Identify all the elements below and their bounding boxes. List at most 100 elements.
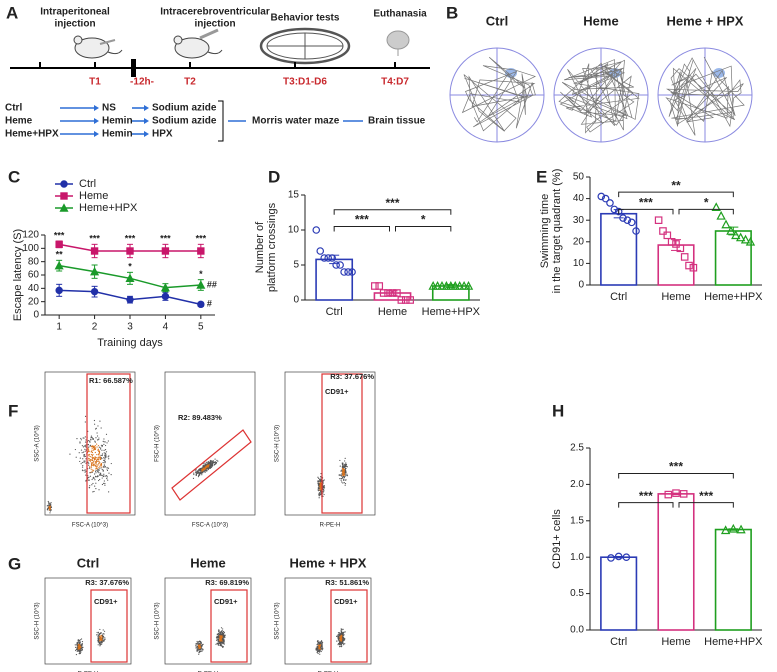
- event-dot: [77, 646, 79, 648]
- group-title: Ctrl: [486, 13, 508, 28]
- x-tick-label: Heme+HPX: [704, 291, 763, 303]
- event-dot: [79, 640, 81, 642]
- axis-label: SSC-H (10^3): [275, 602, 281, 639]
- y-tick-label: 15: [288, 190, 300, 201]
- event-dot: [345, 462, 347, 464]
- x-axis-label: Training days: [97, 337, 163, 349]
- marker: [197, 247, 205, 255]
- marker: [663, 231, 672, 240]
- event-dot: [320, 491, 322, 493]
- event-dot: [89, 472, 91, 474]
- event-dot: [102, 637, 104, 640]
- event-dot: [81, 452, 83, 454]
- event-dot: [79, 652, 81, 655]
- event-dot: [84, 415, 87, 417]
- event-dot: [94, 464, 97, 466]
- event-dot: [319, 653, 321, 655]
- x-tick-label: 2: [92, 322, 98, 333]
- event-dot: [323, 490, 325, 492]
- y-tick-label: 40: [573, 193, 585, 204]
- event-dot: [110, 474, 112, 476]
- axis-label: SSC-H (10^3): [35, 602, 41, 639]
- bracket: [218, 100, 224, 142]
- event-dot: [91, 451, 93, 453]
- bracket: [333, 226, 390, 232]
- event-dot: [103, 449, 105, 451]
- marker: [614, 207, 623, 216]
- event-dot: [339, 459, 341, 462]
- event-dot: [319, 648, 321, 650]
- event-dot: [92, 465, 95, 467]
- event-dot: [82, 446, 85, 448]
- event-dot: [318, 477, 320, 479]
- marker: [597, 192, 606, 201]
- bar: [600, 212, 638, 286]
- event-dot: [89, 456, 92, 458]
- event-dot: [209, 461, 211, 463]
- event-dot: [77, 639, 79, 641]
- event-dot: [198, 653, 200, 655]
- marker: [397, 296, 406, 304]
- marker: [728, 523, 739, 533]
- event-dot: [203, 466, 205, 468]
- panel-label: A: [6, 3, 18, 22]
- event-dot: [90, 438, 92, 440]
- event-dot: [91, 471, 93, 474]
- event-dot: [79, 649, 81, 651]
- event-dot: [104, 461, 106, 463]
- event-dot: [94, 457, 97, 459]
- event-dot: [341, 631, 343, 633]
- event-dot: [318, 480, 320, 482]
- marker: [627, 218, 636, 227]
- event-dot: [318, 641, 320, 644]
- x-tick-label: 5: [198, 322, 204, 333]
- event-dot: [78, 647, 80, 649]
- event-dot: [200, 644, 202, 647]
- event-dot: [102, 440, 104, 442]
- event-dot: [320, 490, 322, 492]
- event-dot: [110, 462, 112, 465]
- marker: [161, 292, 170, 301]
- event-dot: [321, 644, 323, 646]
- event-dot: [76, 438, 78, 440]
- marker: [375, 282, 384, 290]
- event-dot: [200, 643, 202, 645]
- event-dot: [343, 482, 345, 484]
- event-dot: [339, 643, 342, 645]
- event-dot: [100, 427, 102, 429]
- plot-frame: [284, 371, 376, 516]
- event-dot: [209, 463, 212, 465]
- event-dot: [47, 504, 49, 507]
- event-dot: [338, 634, 340, 636]
- event-dot: [99, 639, 101, 641]
- event-dot: [93, 447, 95, 449]
- event-dot: [94, 462, 96, 464]
- event-dot: [205, 464, 207, 466]
- event-dot: [320, 475, 322, 478]
- event-dot: [85, 458, 87, 460]
- event-dot: [197, 470, 200, 472]
- event-dot: [197, 476, 200, 478]
- event-dot: [337, 632, 340, 634]
- event-dot: [103, 459, 105, 462]
- marker: [672, 240, 680, 248]
- event-dot: [218, 636, 220, 639]
- event-dot: [88, 455, 90, 457]
- event-dot: [344, 482, 347, 485]
- event-dot: [196, 643, 198, 645]
- event-dot: [98, 450, 101, 452]
- bracket: [618, 472, 734, 479]
- y-tick-label: 100: [22, 243, 39, 254]
- event-dot: [90, 435, 93, 437]
- marker: [90, 287, 99, 296]
- event-dot: [91, 455, 94, 457]
- event-dot: [317, 641, 319, 643]
- event-dot: [90, 436, 92, 439]
- event-dot: [94, 447, 97, 449]
- event-dot: [317, 490, 320, 492]
- event-dot: [81, 466, 84, 468]
- event-dot: [94, 479, 96, 481]
- event-dot: [84, 448, 86, 450]
